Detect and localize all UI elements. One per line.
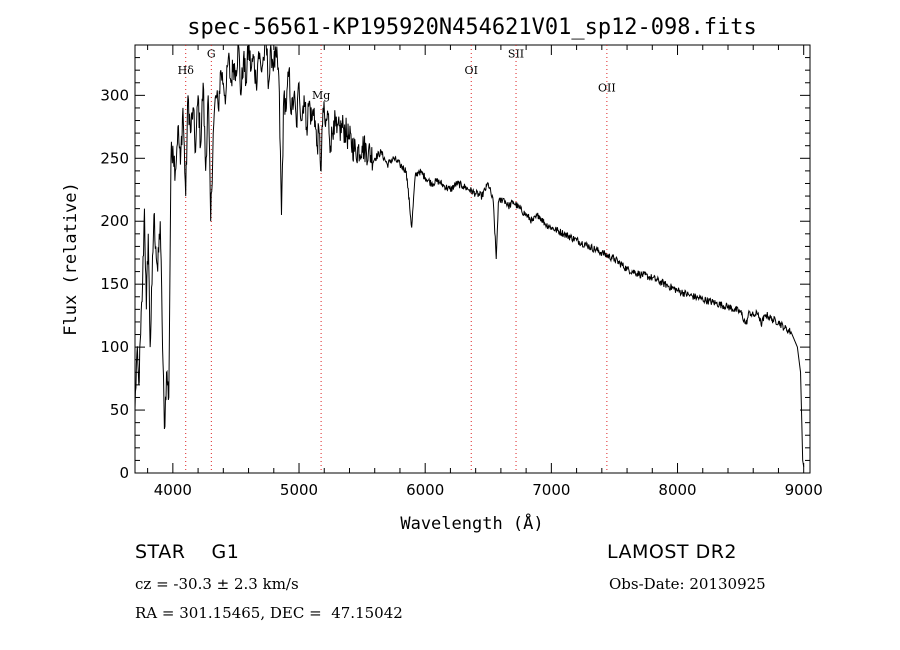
redshift-text: cz = -30.3 ± 2.3 km/s [135, 575, 299, 593]
y-tick-label: 50 [110, 401, 129, 419]
series-group [134, 44, 805, 467]
y-tick-label: 300 [100, 86, 129, 104]
y-tick-label: 250 [100, 149, 129, 167]
x-tick-label: 8000 [658, 481, 696, 499]
x-tick-label: 4000 [154, 481, 192, 499]
y-tick-label: 100 [100, 338, 129, 356]
x-tick-label: 9000 [785, 481, 823, 499]
y-axis: 0 50 100 150 200 250 300 [100, 44, 810, 482]
y-tick-label: 0 [119, 464, 129, 482]
annotation-label: OI [465, 64, 478, 77]
survey-label: LAMOST DR2 [607, 541, 737, 563]
x-axis-label: Wavelength (Å) [400, 512, 543, 534]
chart-title: spec-56561-KP195920N454621V01_sp12-098.f… [187, 15, 757, 40]
class-label: STAR G1 [135, 541, 240, 563]
annotation-label: OII [598, 82, 616, 95]
annotation-label: SII [508, 48, 524, 61]
x-axis: 4000 5000 6000 7000 8000 9000 [147, 45, 823, 499]
x-tick-label: 5000 [280, 481, 318, 499]
annotation-labels: Hδ G Mg OI SII OII [178, 48, 616, 103]
annotation-label: G [207, 48, 216, 61]
coordinates-text: RA = 301.15465, DEC = 47.15042 [135, 604, 403, 622]
spectrum-line-0 [134, 44, 805, 467]
annotation-label: Hδ [178, 64, 195, 77]
obs-date-text: Obs-Date: 20130925 [609, 575, 766, 593]
y-axis-label: Flux (relative) [61, 182, 81, 336]
y-tick-label: 200 [100, 212, 129, 230]
y-tick-label: 150 [100, 275, 129, 293]
x-tick-label: 6000 [406, 481, 444, 499]
annotation-lines [185, 45, 608, 473]
x-tick-label: 7000 [532, 481, 570, 499]
plot-area [134, 44, 811, 474]
annotation-label: Mg [312, 89, 330, 102]
